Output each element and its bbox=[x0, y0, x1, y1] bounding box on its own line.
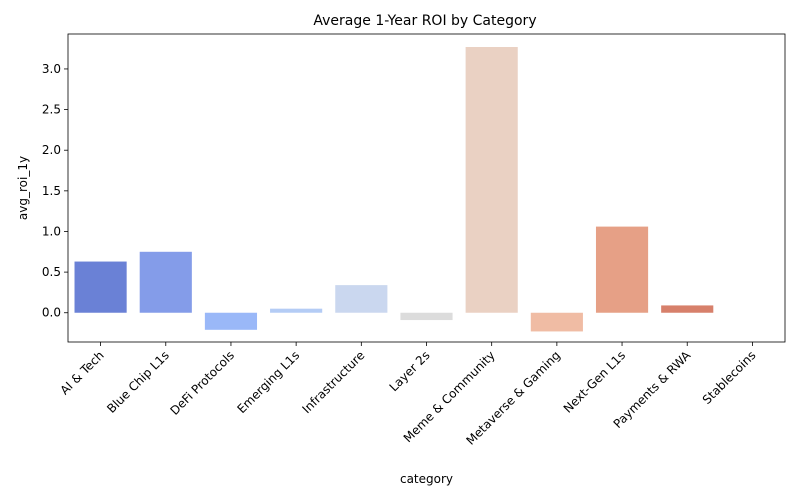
y-tick-label-0: 0.0 bbox=[42, 306, 61, 320]
bars-group bbox=[74, 47, 714, 332]
y-axis-label: avg_roi_1y bbox=[16, 156, 30, 220]
x-tick-label-5: Layer 2s bbox=[387, 348, 433, 394]
bar-9 bbox=[661, 305, 714, 313]
y-tick-label-3: 1.5 bbox=[42, 184, 61, 198]
y-tick-label-2: 1.0 bbox=[42, 224, 61, 238]
bar-7 bbox=[530, 312, 583, 332]
x-tick-label-10: Stablecoins bbox=[700, 348, 759, 407]
bar-4 bbox=[335, 285, 388, 313]
y-axis: 0.0 0.5 1.0 1.5 2.0 2.5 3.0 bbox=[42, 62, 68, 320]
y-tick-label-5: 2.5 bbox=[42, 103, 61, 117]
bar-1 bbox=[139, 251, 192, 313]
y-tick-label-1: 0.5 bbox=[42, 265, 61, 279]
chart-title: Average 1-Year ROI by Category bbox=[313, 13, 536, 29]
bar-6 bbox=[465, 47, 518, 313]
bar-0 bbox=[74, 261, 127, 313]
y-tick-label-6: 3.0 bbox=[42, 62, 61, 76]
bar-3 bbox=[270, 308, 323, 313]
x-tick-label-0: AI & Tech bbox=[57, 348, 106, 397]
x-tick-label-8: Next-Gen L1s bbox=[561, 348, 628, 415]
x-tick-label-3: Emerging L1s bbox=[234, 348, 302, 416]
plot-frame bbox=[67, 33, 786, 343]
x-tick-label-4: Infrastructure bbox=[299, 348, 367, 416]
x-tick-label-1: Blue Chip L1s bbox=[104, 348, 172, 416]
x-tick-label-2: DeFi Protocols bbox=[167, 348, 237, 418]
bar-2 bbox=[204, 312, 258, 330]
x-axis-label: category bbox=[400, 472, 453, 486]
y-tick-label-4: 2.0 bbox=[42, 143, 61, 157]
bar-5 bbox=[400, 312, 453, 321]
bar-8 bbox=[595, 226, 649, 313]
